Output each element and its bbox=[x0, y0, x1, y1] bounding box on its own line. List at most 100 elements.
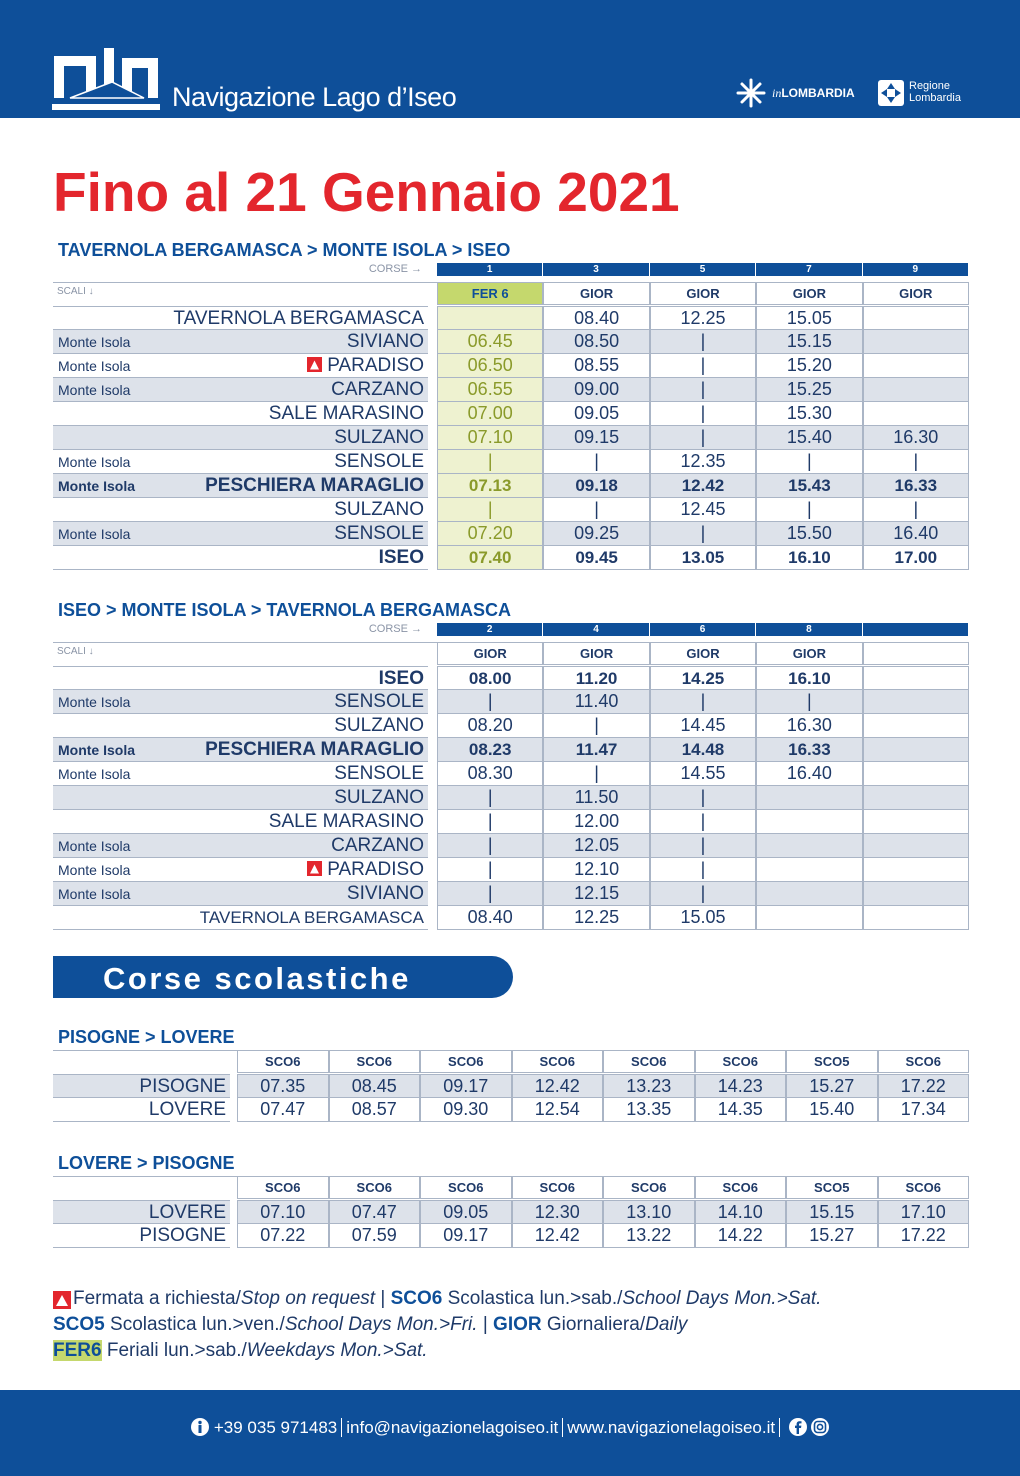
stop-area: Monte Isola bbox=[58, 526, 131, 542]
legend-line: FER6 Feriali lun.>sab./Weekdays Mon.>Sat… bbox=[53, 1340, 428, 1362]
stop-name-wrap: SENSOLE bbox=[334, 523, 424, 545]
type-cell: SCO6 bbox=[328, 1176, 420, 1199]
time-cell: 07.10 bbox=[437, 426, 544, 450]
stop-name-wrap: SENSOLE bbox=[334, 763, 424, 785]
time-cell: 11.50 bbox=[543, 786, 650, 810]
time-cell: 17.22 bbox=[877, 1224, 969, 1248]
time-cell: 15.43 bbox=[756, 474, 863, 498]
time-cell: 14.55 bbox=[649, 762, 757, 786]
time-cell bbox=[756, 810, 863, 834]
stop-name-wrap: CARZANO bbox=[331, 379, 424, 401]
partner-2-line1: Regione bbox=[909, 80, 950, 92]
time-cell: 13.10 bbox=[603, 1200, 695, 1224]
stop-cell: Monte Isola SIVIANO bbox=[53, 882, 428, 906]
stop-name-wrap: PISOGNE bbox=[139, 1225, 226, 1247]
stop-name-wrap: SIVIANO bbox=[347, 883, 424, 905]
footer-band: +39 035 971483 info@navigazionelagoiseo.i… bbox=[0, 1390, 1020, 1476]
stop-cell: LOVERE bbox=[53, 1098, 230, 1122]
social-icons[interactable] bbox=[788, 1418, 829, 1436]
stop-cell: Monte Isola PESCHIERA MARAGLIO bbox=[53, 738, 428, 762]
time-cell: 08.30 bbox=[437, 762, 544, 786]
stop-area: Monte Isola bbox=[58, 382, 131, 398]
time-cell bbox=[756, 906, 863, 930]
legend-segment: Daily bbox=[645, 1314, 688, 1335]
time-cell: 09.05 bbox=[420, 1200, 512, 1224]
phone[interactable]: +39 035 971483 bbox=[213, 1418, 338, 1437]
time-cell: | bbox=[649, 690, 757, 714]
section-title: Corse scolastiche bbox=[103, 961, 411, 996]
type-cell: SCO6 bbox=[511, 1050, 603, 1073]
stop-area: Monte Isola bbox=[58, 478, 136, 494]
legend-segment: Scolastica lun.>ven./ bbox=[104, 1314, 285, 1335]
time-cell: 15.05 bbox=[649, 906, 757, 930]
time-cell: | bbox=[649, 378, 757, 402]
type-cell: SCO6 bbox=[603, 1050, 695, 1073]
time-cell: 16.33 bbox=[862, 474, 969, 498]
type-cell: GIOR bbox=[437, 642, 544, 665]
corse-cell: 5 bbox=[649, 263, 756, 276]
time-cell: 07.47 bbox=[237, 1098, 329, 1122]
stop-name: SULZANO bbox=[334, 427, 424, 448]
time-cell: | bbox=[649, 882, 757, 906]
time-cell: 15.25 bbox=[756, 378, 863, 402]
time-cell: | bbox=[437, 450, 544, 474]
time-cell: 16.40 bbox=[756, 762, 863, 786]
inlombardia-icon bbox=[736, 78, 766, 108]
time-cell: | bbox=[437, 690, 544, 714]
stop-area: Monte Isola bbox=[58, 358, 131, 374]
time-cell: 17.00 bbox=[862, 546, 969, 570]
stop-cell: Monte Isola PARADISO bbox=[53, 354, 428, 378]
time-cell: 07.22 bbox=[237, 1224, 329, 1248]
time-cell: 15.50 bbox=[756, 522, 863, 546]
stop-name: PARADISO bbox=[327, 859, 424, 880]
time-cell: 16.40 bbox=[862, 522, 969, 546]
type-cell bbox=[862, 642, 969, 665]
time-cell: | bbox=[437, 834, 544, 858]
stop-name: SULZANO bbox=[334, 715, 424, 736]
time-cell bbox=[862, 330, 969, 354]
type-cell: SCO5 bbox=[786, 1176, 878, 1199]
stop-cell: Monte Isola PARADISO bbox=[53, 858, 428, 882]
stop-name-wrap: SALE MARASINO bbox=[269, 811, 424, 833]
time-cell: | bbox=[543, 498, 650, 522]
legend-segment: Feriali lun.>sab./ bbox=[101, 1340, 247, 1361]
stop-name: SULZANO bbox=[334, 787, 424, 808]
time-cell: | bbox=[437, 858, 544, 882]
time-cell: 08.45 bbox=[328, 1074, 420, 1098]
table-title: PISOGNE > LOVERE bbox=[58, 1027, 235, 1047]
time-cell: 14.10 bbox=[694, 1200, 786, 1224]
stop-name-wrap: SENSOLE bbox=[334, 691, 424, 713]
time-cell: 09.30 bbox=[420, 1098, 512, 1122]
time-cell: 09.17 bbox=[420, 1074, 512, 1098]
stop-cell: Monte Isola SENSOLE bbox=[53, 450, 428, 474]
time-cell: | bbox=[649, 786, 757, 810]
stop-name: PISOGNE bbox=[139, 1225, 226, 1246]
legend-segment: | bbox=[477, 1314, 494, 1335]
stop-cell: Monte Isola CARZANO bbox=[53, 834, 428, 858]
website[interactable]: www.navigazionelagoiseo.it bbox=[567, 1418, 776, 1437]
stop-name: SENSOLE bbox=[334, 523, 424, 544]
time-cell: | bbox=[437, 810, 544, 834]
time-cell: | bbox=[649, 810, 757, 834]
type-cell: SCO6 bbox=[694, 1050, 786, 1073]
time-cell: 09.25 bbox=[543, 522, 650, 546]
stop-name-wrap: SALE MARASINO bbox=[269, 403, 424, 425]
time-cell: | bbox=[649, 402, 757, 426]
email[interactable]: info@navigazionelagoiseo.it bbox=[346, 1418, 559, 1437]
time-cell: 07.00 bbox=[437, 402, 544, 426]
time-cell: 08.23 bbox=[437, 738, 544, 762]
time-cell: 12.25 bbox=[649, 306, 757, 330]
stop-name-wrap: ISEO bbox=[379, 668, 424, 690]
time-cell: 14.23 bbox=[694, 1074, 786, 1098]
type-cell: GIOR bbox=[756, 642, 863, 665]
time-cell bbox=[862, 306, 969, 330]
section-banner: Corse scolastiche bbox=[53, 956, 513, 998]
time-cell: | bbox=[437, 882, 544, 906]
time-cell bbox=[862, 906, 969, 930]
request-icon bbox=[53, 1291, 71, 1309]
time-cell bbox=[862, 690, 969, 714]
stop-name: SALE MARASINO bbox=[268, 403, 424, 424]
stop-name: PARADISO bbox=[327, 355, 424, 376]
time-cell bbox=[862, 834, 969, 858]
type-cell: SCO6 bbox=[603, 1176, 695, 1199]
